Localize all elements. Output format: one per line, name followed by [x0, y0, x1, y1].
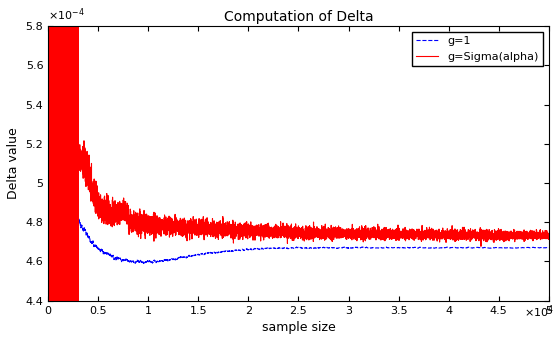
g=1: [226, 249, 233, 253]
Y-axis label: Delta value: Delta value: [7, 128, 20, 199]
g=Sigma(alpha): [70, 54, 77, 58]
g=1: [140, 261, 147, 265]
g=Sigma(alpha): [545, 233, 552, 237]
X-axis label: sample size: sample size: [262, 321, 335, 334]
g=Sigma(alpha): [45, 302, 52, 307]
g=Sigma(alpha): [226, 229, 233, 234]
g=Sigma(alpha): [416, 233, 423, 237]
g=1: [341, 245, 348, 249]
Line: g=1: g=1: [48, 22, 549, 263]
g=1: [363, 245, 370, 249]
g=1: [443, 246, 450, 250]
g=1: [416, 246, 423, 250]
Text: $\times10^{4}$: $\times10^{4}$: [524, 303, 554, 320]
g=Sigma(alpha): [443, 240, 450, 244]
Title: Computation of Delta: Computation of Delta: [223, 10, 374, 24]
Line: g=Sigma(alpha): g=Sigma(alpha): [48, 22, 549, 305]
g=Sigma(alpha): [45, 20, 52, 24]
g=1: [45, 20, 52, 24]
g=Sigma(alpha): [341, 233, 348, 237]
g=1: [545, 246, 552, 250]
Legend: g=1, g=Sigma(alpha): g=1, g=Sigma(alpha): [412, 32, 543, 66]
Text: $\times10^{-4}$: $\times10^{-4}$: [48, 7, 85, 24]
g=1: [70, 193, 77, 197]
g=Sigma(alpha): [363, 233, 370, 237]
